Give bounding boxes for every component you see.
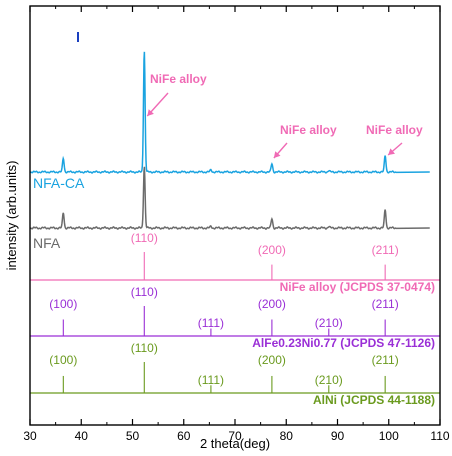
miller-index-label: (200) — [258, 297, 286, 311]
y-axis-label: intensity (arb.units) — [4, 161, 19, 271]
series-label: NFA — [33, 235, 61, 251]
x-tick-label: 30 — [23, 429, 37, 443]
miller-index-label: (100) — [49, 297, 77, 311]
miller-index-label: (210) — [315, 373, 343, 387]
miller-index-label: (100) — [49, 353, 77, 367]
peak-annotation: NiFe alloy — [150, 72, 207, 86]
series-label: NFA-CA — [33, 175, 85, 191]
miller-index-label: (200) — [258, 243, 286, 257]
miller-index-label: (211) — [372, 243, 399, 257]
peak-annotation: NiFe alloy — [366, 123, 423, 137]
reference-name: AlNi (JCPDS 44-1188) — [313, 393, 435, 407]
miller-index-label: (200) — [258, 353, 286, 367]
annotation-arrowhead — [273, 151, 281, 158]
miller-index-label: (110) — [131, 231, 158, 245]
annotation-arrowhead — [147, 109, 154, 116]
miller-index-label: (111) — [198, 373, 224, 387]
reference-name: AlFe0.23Ni0.77 (JCPDS 47-1126) — [252, 336, 435, 350]
miller-index-label: (110) — [131, 285, 158, 299]
x-tick-label: 80 — [280, 429, 294, 443]
peak-annotation: NiFe alloy — [280, 123, 337, 137]
reference-name: NiFe alloy (JCPDS 37-0474) — [280, 280, 435, 294]
miller-index-label: (210) — [315, 316, 343, 330]
miller-index-label: (211) — [372, 297, 399, 311]
miller-index-label: (111) — [198, 316, 224, 330]
annotation-arrowhead — [388, 148, 395, 155]
series-line-NFA-CA — [29, 51, 430, 174]
x-tick-label: 70 — [228, 429, 242, 443]
x-axis-label: 2 theta(deg) — [200, 436, 270, 451]
miller-index-label: (211) — [372, 353, 399, 367]
x-tick-label: 50 — [126, 429, 140, 443]
x-tick-label: 60 — [177, 429, 191, 443]
x-tick-label: 40 — [75, 429, 89, 443]
miller-index-label: (110) — [131, 341, 158, 355]
x-tick-label: 90 — [331, 429, 345, 443]
series-line-NFA — [29, 166, 430, 230]
x-tick-label: 100 — [379, 429, 399, 443]
x-tick-label: 110 — [430, 429, 449, 443]
